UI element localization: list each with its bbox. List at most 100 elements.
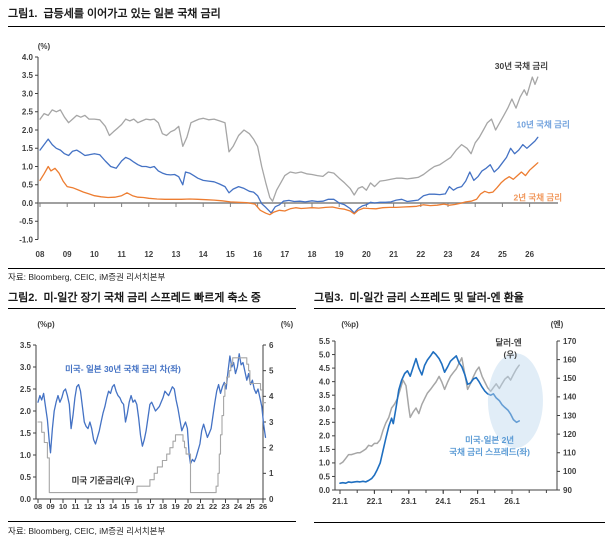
x-tick-label: 21 [389,250,398,259]
x-tick-label: 13 [96,502,104,511]
x-tick-label: 16 [134,502,142,511]
y-tick-left: 3.5 [319,391,331,400]
y-tick-right: 160 [563,355,577,364]
y-tick-left: 0.5 [20,473,32,482]
x-tick-label: 16 [253,250,262,259]
figure2-source: 자료: Bloomberg, CEIC, iM증권 리서치본부 [8,526,166,536]
y-tick-right: 2 [269,443,274,452]
x-tick-label: 12 [84,502,92,511]
y-tick-left: 3.0 [319,405,331,414]
y-tick-right: 140 [563,393,577,402]
figure1-source: 자료: Bloomberg, CEIC, iM증권 리서치본부 [8,272,166,282]
x-tick-label: 20 [362,250,371,259]
x-tick-label: 13 [172,250,181,259]
y-tick-left: 4.5 [319,364,331,373]
x-tick-label: 09 [46,502,54,511]
y-tick-left: 1.5 [319,445,331,454]
x-tick-label: 18 [308,250,317,259]
y-tick-left: 0.0 [319,486,331,495]
x-tick-label: 15 [226,250,235,259]
figure2-title: 그림2. 미-일간 장기 국채 금리 스프레드 빠르게 축소 중 [8,292,261,304]
x-tick-label: 26 [525,250,534,259]
y-axis-unit-left: (%) [38,42,51,51]
figure1-source-rule [8,268,605,269]
figure1-chart: (%) 4.0 3.5 3.0 2.5 2.0 1.5 1.0 0.5 0.0 -0.5 -1.008… [19,42,570,259]
series-label: 2년 국채 금리 [513,193,562,203]
y-tick-right: 5 [269,366,274,375]
y-tick-left: 1.0 [20,451,32,460]
x-tick-label: 17 [280,250,289,259]
series-line-1 [37,357,267,494]
y-tick-left: 2.5 [20,385,32,394]
y-tick-right: 130 [563,411,577,420]
figure3-source-rule [314,522,605,523]
figure3-chart: (%p) (엔) 5.5 5.0 4.5 4.0 3.5 3.0 2.5 2.0 1.5 1.0 0.5… [319,319,577,506]
y-tick-right: 170 [563,337,577,346]
y-tick-left: 5.5 [319,337,331,346]
figure1-title-rule [8,26,605,27]
y-tick-left: 0.5 [319,472,331,481]
y-tick-left: 5.0 [319,350,331,359]
x-tick-label: 26.1 [504,497,520,506]
x-tick-label: 15 [121,502,129,511]
x-tick-label: 23.1 [401,497,417,506]
y-tick-left: -1.0 [19,235,33,244]
x-tick-label: 19 [335,250,344,259]
y-tick-left: -0.5 [19,217,33,226]
series-line-1 [39,136,539,214]
figure3-title: 그림3. 미-일간 금리 스프레드 및 달러-엔 환율 [314,292,524,304]
x-tick-label: 24 [471,250,480,259]
y-tick-left: 4.0 [319,377,331,386]
x-tick-label: 08 [34,502,42,511]
series-line-1 [339,351,520,484]
y-tick-left: 2.0 [319,432,331,441]
y-tick-left: 2.5 [319,418,331,427]
y-tick-right: 6 [269,341,274,350]
y-axis-unit-left: (%p) [37,320,55,329]
series-label: 30년 국채 금리 [495,61,548,71]
y-tick-right: 110 [563,449,576,458]
x-tick-label: 26 [259,502,267,511]
highlight-ellipse [487,353,543,449]
y-tick-right: 120 [563,430,577,439]
figure2-source-rule [8,521,296,522]
y-tick-right: 3 [269,418,274,427]
x-tick-label: 24 [234,502,243,511]
figure2-chart: (%p) (%)3.53.02.52.01.51.00.50.0654321008… [20,320,294,511]
y-axis-unit-right: (엔) [551,319,564,329]
y-tick-left: 1.0 [319,459,331,468]
x-tick-label: 23 [444,250,453,259]
x-tick-label: 25 [246,502,254,511]
y-tick-right: 4 [269,392,274,401]
y-tick-left: 4.0 [22,53,34,62]
y-tick-left: 2.0 [22,126,34,135]
x-tick-label: 10 [59,502,67,511]
y-tick-left: 0.0 [22,199,34,208]
y-tick-right: 90 [563,486,572,495]
y-tick-right: 0 [269,495,274,504]
x-tick-label: 17 [146,502,154,511]
x-tick-label: 21.1 [332,497,348,506]
y-tick-left: 1.0 [22,162,34,171]
x-tick-label: 12 [144,250,153,259]
x-tick-label: 20 [184,502,192,511]
series-label: 국채 금리 스프레드(좌) [449,447,530,457]
x-tick-label: 10 [90,250,99,259]
x-tick-label: 24.1 [435,497,451,506]
y-axis-unit-left: (%p) [341,320,359,329]
x-tick-label: 08 [36,250,45,259]
y-tick-left: 0.5 [22,181,34,190]
x-tick-label: 18 [159,502,167,511]
figure2-title-rule [8,308,296,309]
x-tick-label: 09 [63,250,72,259]
y-tick-left: 3.5 [22,71,34,80]
x-tick-label: 22 [209,502,217,511]
series-line-0 [39,76,539,202]
y-tick-right: 150 [563,374,577,383]
x-tick-label: 14 [199,250,208,259]
x-tick-label: 11 [117,250,126,259]
series-label: 10년 국채 금리 [517,120,570,130]
y-tick-left: 1.5 [22,144,34,153]
series-line-2 [39,162,539,216]
x-tick-label: 21 [196,502,204,511]
